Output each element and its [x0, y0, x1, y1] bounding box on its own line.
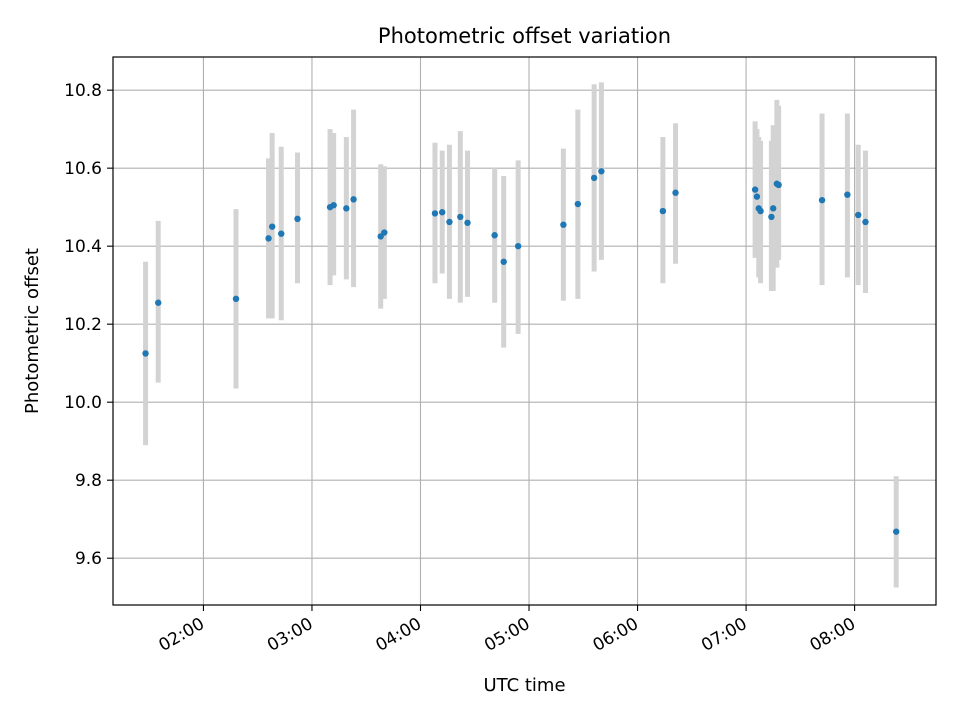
data-point — [818, 196, 826, 204]
data-point — [457, 213, 464, 221]
data-point — [574, 200, 582, 208]
data-point — [514, 242, 522, 250]
y-tick-label: 9.8 — [75, 471, 102, 491]
data-point — [672, 189, 679, 196]
chart-title: Photometric offset variation — [378, 24, 671, 48]
data-point — [381, 229, 388, 236]
data-point — [855, 211, 862, 219]
data-point — [775, 181, 782, 189]
x-axis-title: UTC time — [483, 675, 565, 696]
data-point — [232, 295, 240, 303]
data-point — [155, 299, 162, 306]
y-axis-title: Photometric offset — [22, 248, 43, 414]
data-point — [268, 223, 276, 230]
data-point — [753, 193, 761, 200]
data-point — [751, 186, 759, 193]
data-point — [343, 205, 350, 212]
data-point — [350, 196, 357, 203]
y-tick-label: 9.6 — [75, 549, 102, 569]
data-point — [893, 528, 900, 535]
data-point — [446, 218, 453, 226]
plot-frame — [112, 56, 937, 606]
data-point — [770, 205, 777, 212]
data-point — [431, 210, 439, 217]
y-tick-label: 10.0 — [64, 393, 102, 413]
data-point — [142, 350, 149, 357]
data-point — [862, 218, 869, 226]
y-tick-label: 10.6 — [64, 159, 102, 179]
data-point — [500, 258, 507, 265]
data-points — [142, 168, 900, 535]
data-point — [265, 235, 272, 242]
data-point — [757, 207, 764, 215]
data-point — [598, 168, 605, 175]
y-tick-label: 10.4 — [64, 237, 102, 257]
data-point — [560, 221, 567, 228]
data-point — [491, 232, 498, 239]
data-point — [330, 202, 337, 209]
axis-ticks: 9.69.810.010.210.410.610.802:00 03:00 04:0… — [64, 81, 859, 656]
data-point — [768, 213, 775, 221]
data-point — [844, 191, 851, 198]
grid-lines — [113, 57, 936, 605]
data-point — [659, 207, 667, 215]
data-point — [439, 209, 446, 216]
data-point — [590, 174, 598, 182]
data-point — [464, 219, 471, 226]
y-tick-label: 10.2 — [64, 315, 102, 335]
y-tick-label: 10.8 — [64, 81, 102, 101]
data-point — [278, 230, 285, 237]
data-point — [294, 215, 301, 223]
